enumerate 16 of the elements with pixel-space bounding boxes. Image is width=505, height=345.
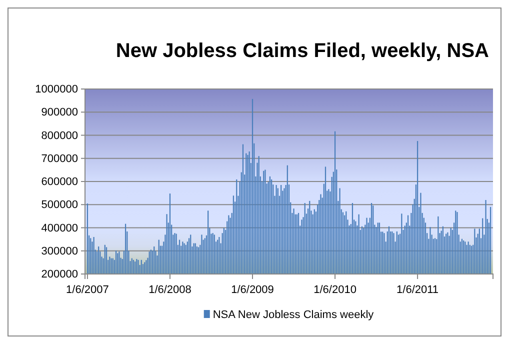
y-tick-label: 700000 (41, 152, 78, 165)
y-tick-label: 200000 (41, 268, 78, 281)
x-tick-label: 1/6/2010 (314, 284, 356, 296)
y-tick-label: 600000 (41, 176, 78, 188)
chart-title: New Jobless Claims Filed, weekly, NSA (116, 40, 489, 62)
y-tick-label: 500000 (41, 199, 78, 212)
x-tick-label: 1/6/2008 (148, 284, 192, 296)
y-tick-label: 400000 (41, 222, 78, 234)
x-tick-label: 1/6/2007 (66, 284, 109, 296)
y-tick-label: 800000 (41, 130, 78, 142)
x-tick-label: 1/6/2011 (396, 284, 439, 296)
y-tick-label: 900000 (41, 106, 78, 119)
legend-label: NSA New Jobless Claims weekly (212, 309, 374, 321)
y-tick-label: 300000 (41, 245, 78, 258)
x-tick-label: 1/6/2009 (231, 284, 274, 296)
y-tick-label: 1000000 (35, 84, 78, 96)
